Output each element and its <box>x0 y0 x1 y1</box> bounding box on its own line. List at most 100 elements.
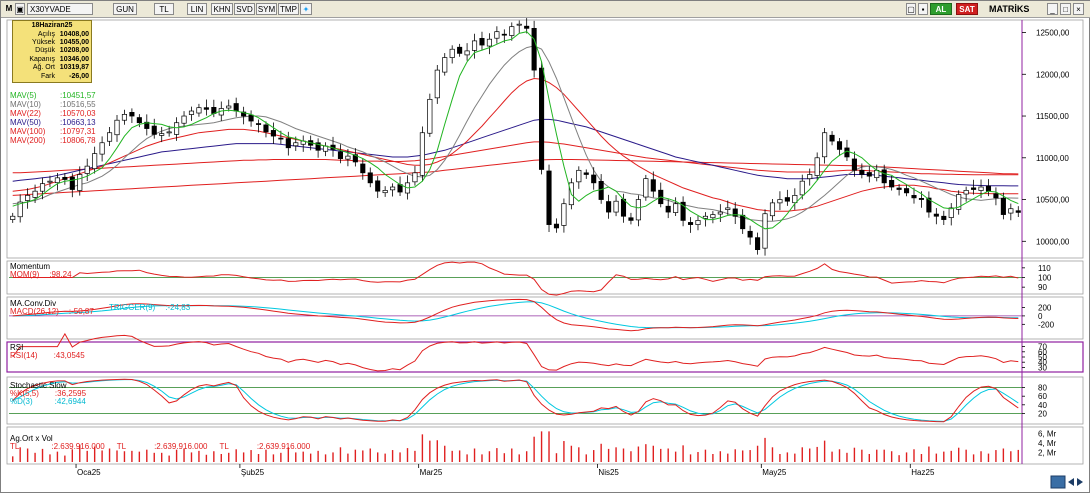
candle-body <box>851 158 857 171</box>
sell-button[interactable]: SAT <box>956 3 978 15</box>
twitter-icon[interactable]: ✦ <box>300 3 312 15</box>
macd-label: MACD(26,12):-50,87 <box>10 307 94 316</box>
candle-body <box>196 107 202 114</box>
symbol-menu-icon[interactable]: ▣ <box>15 3 25 15</box>
candle-body <box>188 110 195 115</box>
candle-body <box>710 214 716 219</box>
month-label: Oca25 <box>77 468 101 477</box>
panel-frame-mom <box>6 260 1084 295</box>
candle-body <box>1000 198 1006 215</box>
minimize-button[interactable]: _ <box>1047 3 1058 15</box>
candle-body <box>524 25 530 29</box>
candle-body <box>255 123 262 125</box>
candle-body <box>881 169 887 184</box>
candle-body <box>792 195 798 204</box>
month-label: Şub25 <box>241 468 265 477</box>
mom-label: MOM(9):98,24 <box>10 270 72 279</box>
momentum-title: Momentum <box>10 262 51 271</box>
candle-body <box>129 112 135 117</box>
candle-body <box>136 117 142 124</box>
mav50-line <box>12 118 1019 187</box>
candle-body <box>576 169 582 183</box>
svd-button[interactable]: SVD <box>234 3 255 15</box>
candle-body <box>546 170 552 225</box>
candle-body <box>516 23 522 26</box>
candle-body <box>613 200 619 213</box>
candle-body <box>911 195 917 199</box>
info-value: 10455,00 <box>59 39 89 46</box>
khn-button[interactable]: KHN <box>211 3 233 15</box>
close-button[interactable]: × <box>1073 3 1084 15</box>
candle-body <box>822 132 828 158</box>
candle-body <box>539 67 545 170</box>
candle-body <box>442 57 448 73</box>
legend-mav22: MAV(22):10570,03 <box>10 109 96 118</box>
candle-body <box>494 31 500 39</box>
candle-body <box>270 130 276 137</box>
period-button[interactable]: GUN <box>113 3 137 15</box>
candle-body <box>166 131 172 134</box>
sym-button[interactable]: SYM <box>256 3 277 15</box>
price-tick-label: 11500,00 <box>1036 112 1069 121</box>
rsi-label: RSI(14):43,0545 <box>10 351 85 360</box>
price-tick-label: 12000,00 <box>1036 70 1070 79</box>
candle-body <box>680 201 686 221</box>
candle-body <box>583 172 589 175</box>
candle-body <box>263 124 269 133</box>
info-label: Yüksek <box>32 39 55 46</box>
currency-button[interactable]: TL <box>154 3 174 15</box>
stoch-tick-label: 60 <box>1038 392 1047 401</box>
macd-tick-label: -200 <box>1038 320 1055 329</box>
candle-body <box>702 215 708 219</box>
scale-button[interactable]: LIN <box>187 3 207 15</box>
maximize-button[interactable]: □ <box>1060 3 1071 15</box>
d-label: %D(3):42,6944 <box>10 397 86 406</box>
ohlc-info-box: 18Haziran25 Açılış 10408,00 Yüksek 10455,0… <box>12 20 92 83</box>
tmp-button[interactable]: TMP <box>278 3 299 15</box>
volume-tick-label: 4, Mr <box>1038 439 1057 448</box>
month-label: Haz25 <box>911 468 935 477</box>
legend-mav50: MAV(50):10663,13 <box>10 118 96 127</box>
menu-button[interactable]: M <box>5 4 13 13</box>
copy-icon[interactable]: ▢ <box>906 3 916 15</box>
candle-body <box>799 180 805 196</box>
candle-body <box>17 201 23 218</box>
candle-body <box>151 125 157 135</box>
candle-body <box>471 40 478 51</box>
buy-button[interactable]: AL <box>930 3 952 15</box>
legend-mav100: MAV(100):10797,31 <box>10 127 96 136</box>
stoch-d-line <box>12 379 1019 422</box>
scroll-right-icon <box>1077 478 1083 486</box>
info-value: -26,00 <box>69 73 89 80</box>
candle-body <box>84 165 90 174</box>
macd-tick-label: 200 <box>1038 303 1052 312</box>
legend-mav10: MAV(10):10516,55 <box>10 100 96 109</box>
candle-body <box>382 190 388 194</box>
candle-body <box>114 119 120 136</box>
vol-title: Ag.Ort x Vol <box>10 434 53 443</box>
mav10-line <box>12 45 1019 222</box>
momentum-tick-label: 90 <box>1038 283 1047 292</box>
candle-body <box>285 138 291 149</box>
candle-body <box>99 142 105 155</box>
candle-body <box>620 198 627 217</box>
momentum-tick-label: 110 <box>1038 264 1051 273</box>
candle-body <box>203 107 209 110</box>
candle-body <box>769 202 776 217</box>
candle-body <box>315 142 321 151</box>
candle-body <box>918 198 924 200</box>
candle-body <box>345 155 351 160</box>
price-tick-label: 10500,00 <box>1036 196 1070 205</box>
candle-body <box>948 207 954 218</box>
k-label: %K(5,5):36,2595 <box>10 389 87 398</box>
rsi-tick-label: 60 <box>1038 348 1047 357</box>
symbol-field[interactable]: X30YVADE <box>27 3 93 15</box>
info-value: 10208,00 <box>59 47 89 54</box>
candle-body <box>479 38 485 46</box>
lock-icon[interactable]: ▪ <box>918 3 928 15</box>
candle-body <box>159 133 165 136</box>
info-label: Düşük <box>35 47 55 54</box>
candle-body <box>337 151 344 159</box>
price-tick-label: 10000,00 <box>1036 237 1070 246</box>
